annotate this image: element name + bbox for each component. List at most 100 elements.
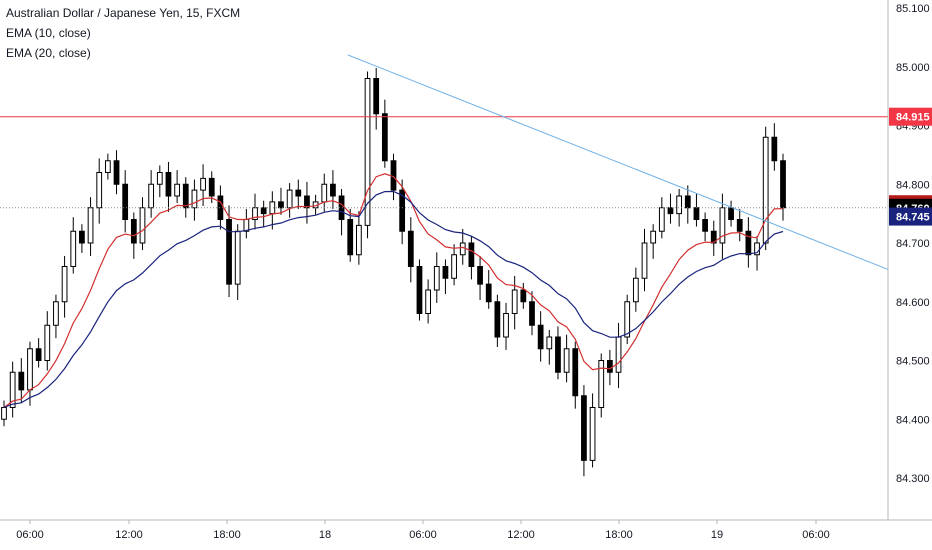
candle-body	[286, 189, 293, 209]
candle-body	[442, 266, 449, 279]
candle-body	[615, 336, 622, 373]
y-tick-label: 84.500	[896, 356, 930, 368]
price-tag-label: 84.915	[896, 112, 930, 124]
candle-body	[355, 224, 362, 256]
candle-body	[658, 207, 665, 232]
candle-body	[624, 301, 631, 338]
candle-body	[104, 160, 111, 173]
candle-body	[702, 219, 708, 232]
x-tick-label: 18	[319, 529, 331, 541]
y-tick-label: 85.000	[896, 62, 930, 74]
x-tick-label: 06:00	[409, 529, 437, 541]
candle-body	[581, 395, 587, 461]
candle-body	[122, 183, 129, 220]
candle-body	[113, 160, 120, 185]
candle-body	[511, 289, 518, 314]
candle-body	[598, 360, 605, 408]
candle-body	[503, 313, 509, 338]
candle-body	[234, 230, 241, 285]
candle-body	[572, 348, 579, 397]
x-tick-label: 06:00	[16, 529, 44, 541]
candle-body	[364, 78, 371, 226]
candle-body	[485, 283, 492, 303]
candle-body	[1, 407, 7, 420]
candle-body	[684, 195, 691, 209]
candle-body	[555, 336, 561, 373]
candle-body	[477, 266, 483, 285]
x-tick-label: 12:00	[115, 529, 143, 541]
y-tick-label: 84.700	[896, 238, 930, 250]
candle-body	[433, 266, 440, 291]
time-axis[interactable]: 06:00 12:00 18:00 18 06:00 12:00 18:00 19 06:00	[16, 520, 830, 541]
candle-body	[667, 207, 674, 215]
x-tick-label: 06:00	[802, 529, 830, 541]
y-tick-label: 84.800	[896, 179, 930, 191]
candle-body	[35, 348, 42, 361]
candle-body	[295, 189, 302, 197]
candle-body	[468, 242, 475, 267]
candle-body	[226, 219, 232, 285]
candle-body	[373, 78, 380, 115]
candle-body	[18, 371, 25, 391]
plot-area[interactable]	[0, 54, 889, 477]
candle-body	[321, 183, 328, 203]
candle-body	[416, 266, 423, 314]
y-tick-label: 84.300	[896, 473, 930, 485]
candle-body	[641, 242, 648, 279]
x-tick-label: 18:00	[213, 529, 241, 541]
candle-body	[200, 177, 206, 191]
legend-ema-10[interactable]: EMA (10, close)	[6, 26, 91, 40]
candle-body	[330, 183, 336, 197]
candle-body	[182, 183, 189, 209]
y-tick-label: 84.600	[896, 297, 930, 309]
chart-legend: Australian Dollar / Japanese Yen, 15, FX…	[6, 3, 240, 63]
candle-body	[693, 207, 700, 220]
candle-body	[27, 348, 33, 391]
candle-body	[61, 266, 68, 303]
candle-body	[260, 207, 267, 215]
candle-body	[148, 183, 155, 209]
candle-body	[165, 172, 172, 197]
trend-line	[347, 54, 889, 270]
candle-body	[451, 254, 457, 279]
candle-body	[278, 201, 284, 209]
candle-body	[607, 360, 613, 373]
price-axis[interactable]: 85.10085.00084.90084.80084.70084.60084.5…	[896, 3, 930, 485]
candle-body	[632, 277, 639, 303]
candle-body	[589, 407, 596, 461]
candle-body	[96, 172, 103, 209]
price-tag-bg	[889, 207, 932, 226]
candle-body	[381, 113, 388, 162]
candle-body	[745, 230, 752, 256]
candle-body	[347, 219, 354, 256]
candle-body	[780, 160, 786, 209]
price-tag-bg	[889, 107, 932, 126]
candle-body	[719, 207, 726, 244]
legend-ema-20[interactable]: EMA (20, close)	[6, 46, 91, 60]
candle-body	[736, 219, 743, 232]
candle-body	[79, 230, 85, 244]
candle-body	[87, 207, 94, 244]
candle-body	[425, 289, 432, 314]
candle-body	[139, 207, 146, 244]
candle-body	[208, 177, 215, 197]
candle-body	[676, 195, 683, 215]
candle-body	[191, 189, 198, 209]
ema-20-line	[3, 190, 784, 409]
candle-body	[53, 301, 59, 326]
chart-title: Australian Dollar / Japanese Yen, 15, FX…	[6, 6, 241, 20]
candle-body	[407, 230, 414, 267]
candle-body	[710, 230, 717, 244]
x-tick-label: 12:00	[507, 529, 535, 541]
candle-body	[459, 242, 466, 256]
candle-body	[728, 207, 734, 220]
candle-body	[156, 172, 163, 185]
price-tag-label: 84.745	[896, 212, 930, 224]
ema-10-line	[3, 173, 784, 408]
candle-body	[537, 324, 544, 350]
candle-body	[9, 371, 16, 408]
x-tick-label: 18:00	[605, 529, 633, 541]
y-tick-label: 85.100	[896, 3, 930, 15]
